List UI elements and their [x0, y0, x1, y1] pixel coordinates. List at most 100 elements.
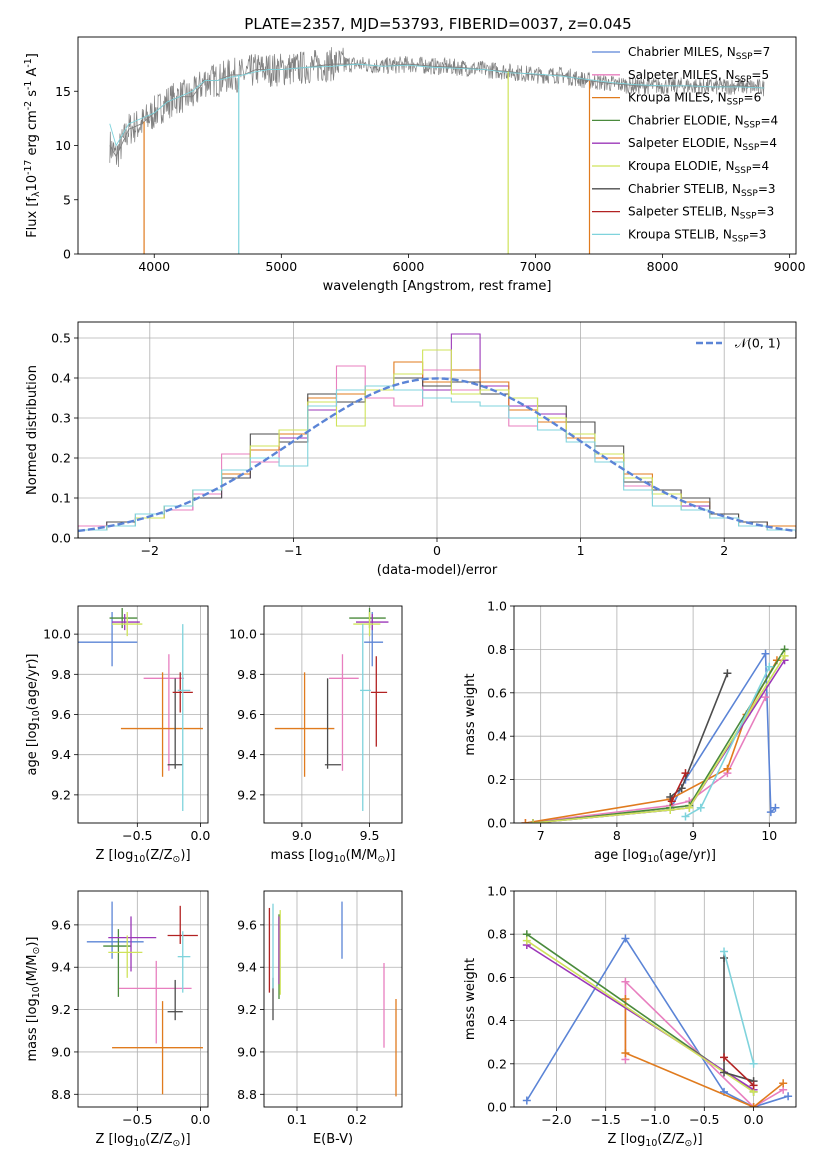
x-tick-label: 7000 [520, 259, 552, 274]
series-salpeter-stelib [723, 1056, 755, 1086]
axes-frame [77, 890, 209, 1108]
series-kroupa-stelib [109, 63, 765, 147]
legend-text: Chabrier STELIB, N [628, 182, 741, 196]
plot-area [86, 901, 203, 1095]
point-kroupa-stelib [765, 662, 774, 671]
x-axis-label: Z [log10(Z/Z⊙)] [95, 848, 190, 865]
x-tick-label: 8 [613, 828, 621, 843]
label-part: -17 [23, 160, 34, 175]
panel-residuals: −2 −1 0 1 2 0.0 0.1 0.2 0.3 0.4 0.5 (data-model)/er… [25, 321, 797, 578]
y-tick-label: 9.4 [51, 747, 71, 762]
label-part: )] [385, 848, 395, 863]
legend-subscript: SSP [740, 212, 757, 222]
x-axis-label: (data-model)/error [377, 563, 498, 578]
label-part: Normed distribution [25, 365, 40, 495]
y-tick-label: 15 [55, 84, 71, 99]
legend-subscript: SSP [744, 120, 761, 130]
point-kroupa-miles [621, 1049, 630, 1057]
legend-suffix: =6 [744, 91, 762, 105]
y-tick-label: 9.8 [51, 667, 71, 682]
x-tick-label: 5000 [265, 259, 297, 274]
legend-text: Chabrier ELODIE, N [628, 113, 744, 127]
plot-area [268, 901, 397, 1097]
series-kroupa-miles [624, 999, 784, 1107]
axes-frame [77, 36, 797, 255]
y-tick-label: 9.6 [237, 707, 257, 722]
point-salpeter-stelib [720, 1053, 729, 1062]
label-part: A [25, 68, 40, 81]
y-tick-label: 10 [55, 138, 71, 153]
label-part: (age/yr)] [659, 848, 716, 863]
y-tick-label: 9.8 [237, 667, 257, 682]
legend-text: Salpeter STELIB, N [628, 205, 740, 219]
y-tick-label: 8.8 [51, 1087, 71, 1102]
axes-frame [263, 890, 403, 1108]
legend-label: Salpeter ELODIE, NSSP=4 [628, 136, 777, 153]
label-part: -2 [23, 101, 34, 110]
point-chabrier-miles [784, 1092, 793, 1101]
series-salpeter-elodie [526, 944, 755, 1091]
legend-subscript: SSP [736, 52, 753, 62]
legend-suffix: =4 [751, 159, 769, 173]
legend-suffix: =3 [749, 227, 767, 241]
label-part: ⊙ [377, 854, 385, 865]
figure-title: PLATE=2357, MJD=53793, FIBERID=0037, z=0… [244, 15, 631, 33]
y-axis-label: mass weight [463, 958, 478, 1040]
legend-suffix: =3 [757, 205, 775, 219]
point-kroupa-elodie [780, 651, 789, 660]
label-part: Flux [f [25, 197, 40, 238]
label-part: Z [log [95, 848, 133, 863]
spectrum-data-line [109, 47, 765, 168]
x-tick-label: −2 [141, 543, 159, 558]
histogram-kroupa-stelib [78, 385, 796, 538]
series-kroupa-elodie [526, 940, 755, 1093]
legend-suffix: =7 [753, 45, 771, 59]
x-axis-label: E(B-V) [313, 1132, 353, 1147]
y-tick-label: 0.1 [51, 491, 71, 506]
point-salpeter-stelib [667, 797, 676, 806]
series-chabrier-elodie [532, 648, 786, 823]
legend-label: Chabrier MILES, NSSP=7 [628, 45, 770, 62]
y-tick-label: 0.2 [487, 1056, 507, 1071]
panel-spectrum: 4000 5000 6000 7000 8000 9000 0 5 10 15 wavelength… [23, 36, 806, 294]
legend-text: Salpeter ELODIE, N [628, 136, 742, 150]
x-tick-label: −2.0 [541, 1112, 571, 1127]
series-kroupa-stelib [723, 951, 755, 1065]
legend-label: Kroupa MILES, NSSP=6 [628, 91, 761, 108]
y-tick-label: 0.8 [487, 642, 507, 657]
y-tick-label: 9.0 [51, 1044, 71, 1059]
label-part: -1 [23, 58, 34, 67]
panel-age-vs-Z: −0.5 0.09.29.49.69.810.0Z [log10(Z/Z⊙)]ag… [25, 605, 210, 865]
legend-label: Kroupa STELIB, NSSP=3 [628, 227, 766, 244]
y-tick-label: 0.6 [487, 685, 507, 700]
axes-frame [263, 605, 403, 824]
y-tick-label: 1.0 [487, 599, 507, 614]
label-part: (data-model)/error [377, 563, 498, 578]
legend-label: 𝒩(0, 1) [735, 336, 781, 351]
point-salpeter-stelib [681, 769, 690, 778]
point-kroupa-stelib [696, 803, 705, 812]
x-tick-label: −0.5 [122, 828, 152, 843]
y-axis-label: mass [log10(M/M⊙)] [25, 937, 42, 1062]
gaussian-curve [78, 377, 796, 533]
legend-subscript: SSP [732, 234, 749, 244]
x-axis-label: mass [log10(M/M⊙)] [271, 848, 396, 865]
y-tick-label: 1.0 [487, 884, 507, 899]
y-tick-label: 9.2 [237, 787, 257, 802]
x-tick-label: −1.0 [640, 1112, 670, 1127]
axes-frame [513, 890, 797, 1108]
label-part: mass [log [25, 998, 40, 1061]
legend-subscript: SSP [741, 189, 758, 199]
plot-area [521, 645, 789, 823]
plot-area [522, 930, 793, 1107]
label-part: 10 [133, 1138, 145, 1149]
label-part: mass weight [463, 958, 478, 1040]
y-tick-label: 9.2 [51, 787, 71, 802]
panel-mass-vs-Z: −0.5 0.08.89.09.29.49.6Z [log10(Z/Z⊙)]mas… [25, 890, 210, 1149]
label-part: 10 [25, 175, 40, 192]
x-tick-label: 9 [689, 828, 697, 843]
point-chabrier-stelib [720, 1068, 729, 1077]
y-tick-label: 0.4 [487, 1013, 507, 1028]
x-tick-label: 0.0 [190, 1112, 210, 1127]
point-salpeter-miles [621, 977, 630, 986]
